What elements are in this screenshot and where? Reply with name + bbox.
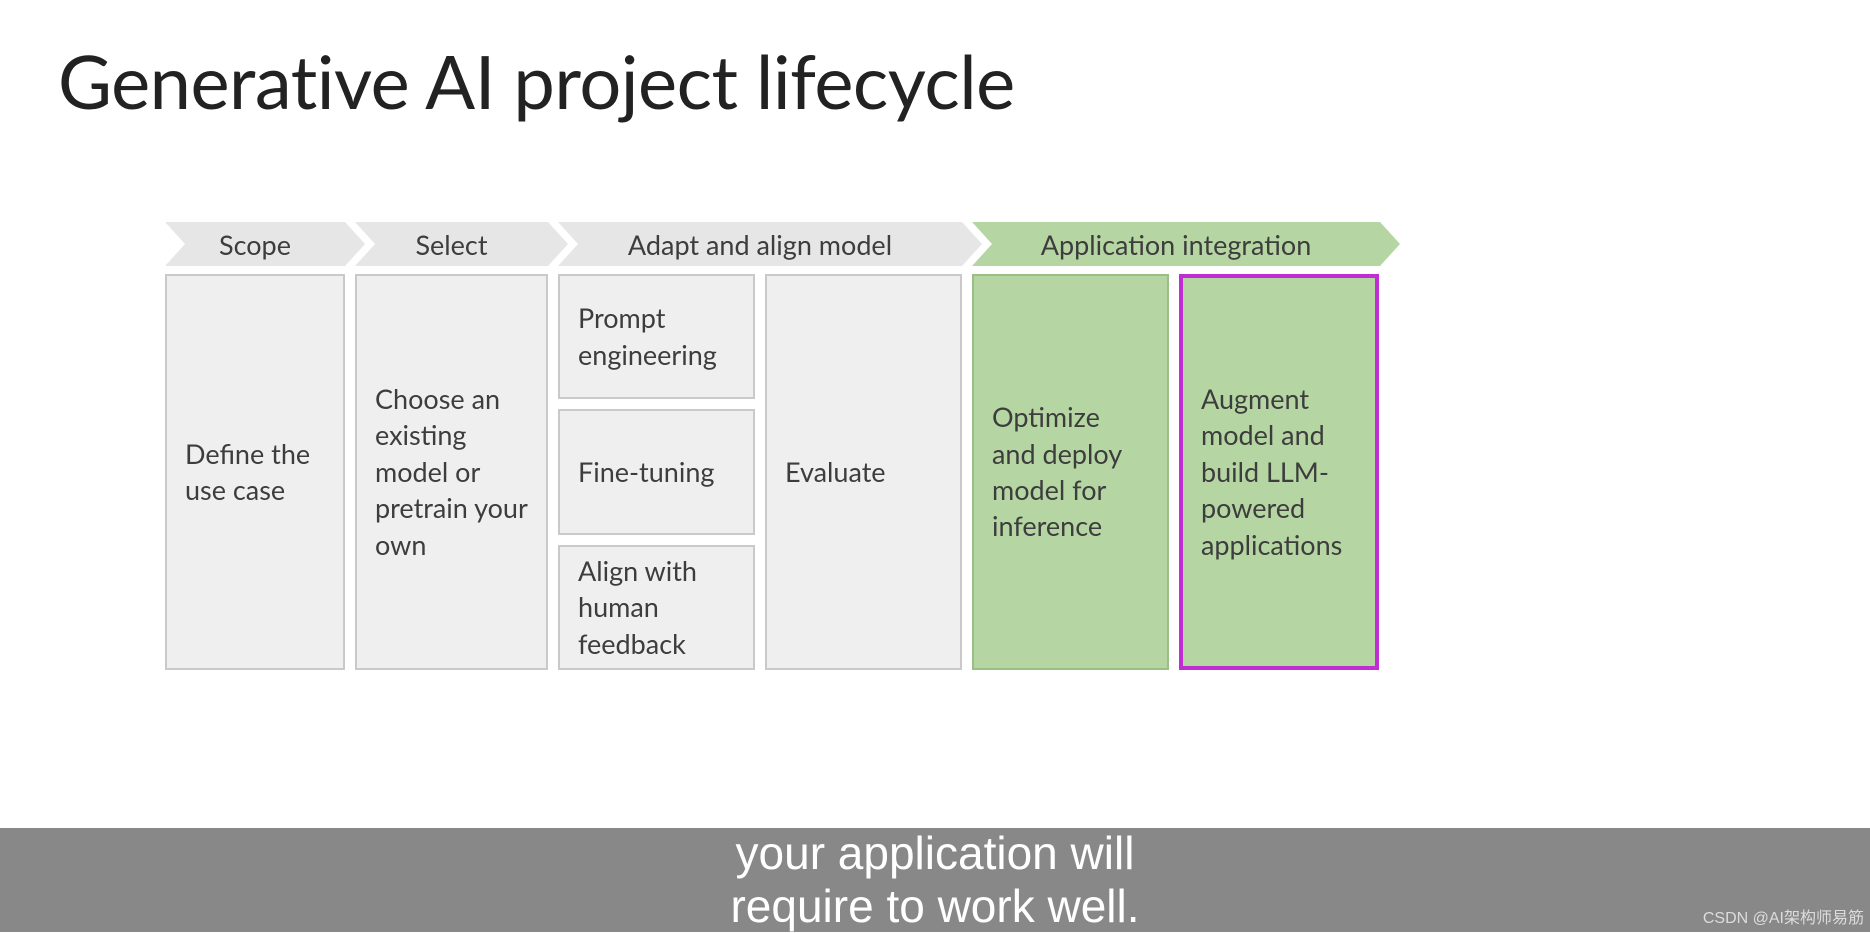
stage-label: Scope (219, 228, 291, 261)
adapt-stack: Prompt engineering Fine-tuning Align wit… (558, 274, 755, 670)
card-text: Optimize and deploy model for inference (992, 399, 1149, 545)
card-scope: Define the use case (165, 274, 345, 670)
stage-label: Adapt and align model (628, 228, 892, 261)
card-text: Fine-tuning (578, 454, 714, 490)
card-fine-tuning: Fine-tuning (558, 409, 755, 534)
watermark: CSDN @AI架构师易筋 (1703, 904, 1864, 928)
card-optimize-deploy: Optimize and deploy model for inference (972, 274, 1169, 670)
card-text: Align with human feedback (578, 553, 735, 662)
subtitle-text: your application willrequire to work wel… (730, 827, 1139, 933)
card-text: Augment model and build LLM-powered appl… (1201, 381, 1357, 563)
card-evaluate: Evaluate (765, 274, 962, 670)
page-title: Generative AI project lifecycle (58, 36, 1015, 125)
card-text: Define the use case (185, 436, 325, 509)
card-augment-build: Augment model and build LLM-powered appl… (1179, 274, 1379, 670)
card-select: Choose an existing model or pretrain you… (355, 274, 548, 670)
card-text: Prompt engineering (578, 300, 735, 373)
cards-row: Define the use case Choose an existing m… (165, 274, 1405, 670)
lifecycle-diagram: Scope Select Adapt and align model Appli… (165, 222, 1405, 670)
stage-arrow-scope: Scope (165, 222, 345, 266)
stage-label: Application integration (1041, 228, 1312, 261)
card-prompt-engineering: Prompt engineering (558, 274, 755, 399)
stage-arrow-adapt: Adapt and align model (558, 222, 962, 266)
card-text: Choose an existing model or pretrain you… (375, 381, 528, 563)
subtitle-bar: your application willrequire to work wel… (0, 828, 1870, 932)
stage-label: Select (415, 228, 487, 261)
stage-arrow-select: Select (355, 222, 548, 266)
card-text: Evaluate (785, 454, 886, 490)
stage-arrow-application: Application integration (972, 222, 1380, 266)
stage-arrows-row: Scope Select Adapt and align model Appli… (165, 222, 1405, 266)
card-align-feedback: Align with human feedback (558, 545, 755, 670)
